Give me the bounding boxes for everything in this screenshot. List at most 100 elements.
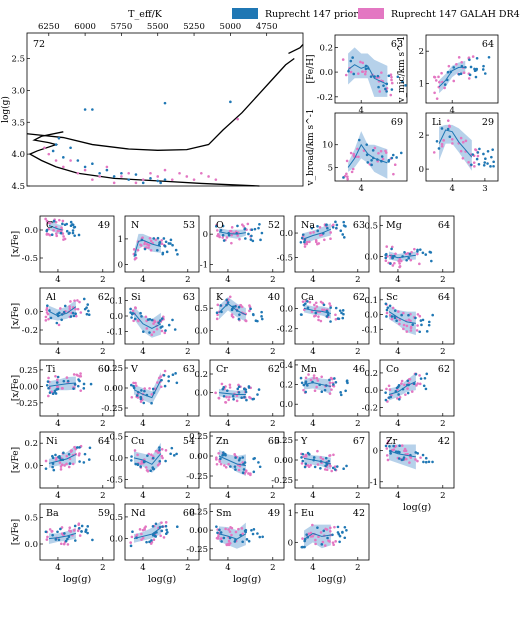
galah-point	[57, 323, 61, 327]
prior-point	[250, 528, 253, 532]
prior-point	[306, 384, 309, 387]
prior-point	[420, 323, 423, 327]
prior-point	[244, 390, 248, 394]
prior-point	[142, 330, 145, 333]
prior-point	[148, 540, 151, 544]
prior-point	[389, 262, 392, 265]
galah-point	[50, 529, 54, 533]
galah-point	[130, 535, 134, 539]
prior-point	[233, 465, 237, 468]
prior-point	[222, 451, 225, 454]
galah-point	[314, 538, 317, 542]
galah-point	[133, 449, 137, 452]
galah-point	[59, 465, 63, 468]
galah-point	[214, 178, 218, 181]
galah-point	[219, 462, 223, 466]
prior-point	[215, 311, 219, 315]
prior-point	[72, 226, 76, 229]
prior-point	[152, 533, 155, 537]
prior-point	[222, 394, 226, 398]
prior-point	[146, 318, 150, 321]
prior-point	[78, 460, 81, 463]
prior-point	[169, 242, 172, 245]
prior-point	[165, 528, 168, 532]
panel-count: 64	[482, 39, 494, 50]
prior-point	[483, 161, 487, 164]
galah-point	[418, 382, 422, 386]
galah-point	[301, 300, 305, 303]
prior-point	[75, 446, 79, 449]
galah-point	[56, 229, 60, 233]
prior-point	[344, 225, 347, 228]
prior-point	[257, 226, 260, 230]
panel-Co: 0.2 0.0 -0.2 4 2 Co 62	[362, 359, 455, 429]
panel-frame	[39, 287, 115, 345]
galah-point	[76, 307, 80, 311]
panel-Cr: 0.2 0.0 4 2 Cr 62	[194, 359, 285, 429]
prior-point	[474, 75, 478, 79]
galah-point	[303, 245, 307, 248]
prior-point	[158, 446, 161, 449]
panel-Nd: 0.5 0.0 4 2 Nd 66 log(g)	[109, 503, 200, 585]
prior-point	[130, 383, 133, 387]
prior-point	[82, 297, 86, 301]
prior-point	[57, 538, 61, 542]
prior-point	[418, 330, 422, 334]
galah-point	[432, 151, 436, 154]
prior-point	[52, 468, 56, 472]
galah-point	[384, 259, 388, 262]
prior-point	[464, 65, 467, 69]
galah-point	[163, 369, 167, 373]
prior-point	[73, 234, 76, 237]
panel-count: 49	[98, 220, 110, 231]
prior-point	[341, 531, 344, 534]
galah-point	[410, 250, 413, 254]
panel-frame	[39, 431, 115, 489]
median-line	[218, 303, 247, 316]
galah-point	[224, 466, 228, 469]
galah-point	[307, 373, 310, 376]
galah-point	[404, 393, 407, 396]
prior-point	[71, 231, 75, 235]
galah-point	[413, 247, 416, 251]
galah-point	[402, 327, 405, 331]
prior-point	[407, 256, 411, 260]
x-axis-label: log(g)	[63, 574, 91, 585]
y-tick-label: -0.25	[186, 472, 208, 482]
galah-point	[398, 257, 402, 261]
panel-count: 64	[98, 436, 110, 447]
panel-Ba: 0.5 0.0 4 2 Ba 59 [x/Fe] log(g)	[11, 503, 115, 585]
x-tick-label: 2	[440, 347, 445, 357]
median-line	[133, 453, 162, 465]
galah-point	[329, 237, 332, 241]
x-tick-label: 4	[225, 491, 230, 501]
prior-point	[63, 532, 66, 535]
prior-point	[334, 380, 338, 384]
galah-point	[406, 387, 409, 390]
prior-point	[45, 383, 49, 387]
galah-point	[410, 390, 414, 393]
galah-point	[72, 529, 76, 532]
prior-point	[406, 379, 410, 383]
galah-point	[390, 75, 393, 79]
prior-point	[225, 389, 229, 392]
galah-point	[308, 300, 312, 304]
prior-point	[134, 173, 138, 176]
galah-point	[207, 175, 210, 178]
galah-point	[373, 146, 377, 150]
galah-point	[312, 376, 316, 380]
galah-point	[236, 234, 239, 237]
prior-point	[130, 316, 133, 319]
galah-point	[65, 376, 69, 379]
galah-point	[332, 453, 335, 457]
galah-point	[448, 124, 451, 128]
galah-point	[305, 242, 309, 246]
galah-point	[341, 58, 345, 61]
prior-point	[342, 220, 346, 224]
prior-point	[468, 73, 472, 77]
prior-point	[414, 372, 418, 376]
prior-point	[422, 460, 425, 464]
galah-point	[74, 314, 78, 318]
median-line	[438, 66, 466, 88]
panel-label: Ba	[46, 508, 59, 519]
